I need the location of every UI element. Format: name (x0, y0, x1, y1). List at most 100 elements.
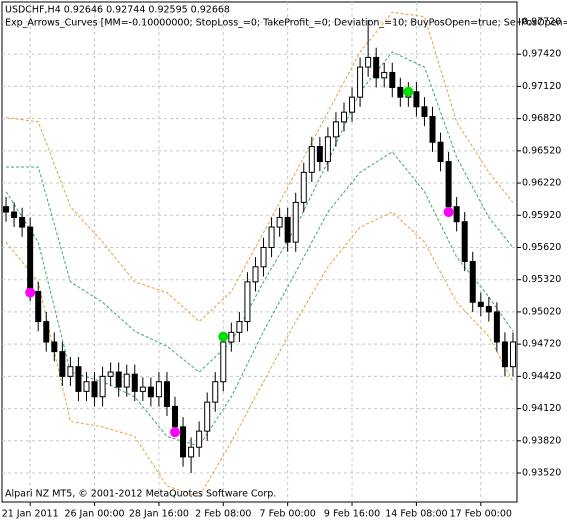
y-tick-label: 0.94120 (522, 403, 561, 414)
candle-body (268, 226, 275, 248)
candle-body (276, 216, 283, 228)
candle-body (139, 386, 146, 392)
band-line (5, 151, 514, 447)
grid (2, 2, 517, 502)
y-tick-label: 0.93820 (522, 435, 561, 446)
candle-body (172, 405, 179, 428)
candle-body (196, 430, 203, 448)
candle-body (252, 266, 259, 283)
candle-body (115, 371, 122, 388)
candle-body (123, 373, 130, 388)
candle-body (284, 216, 291, 243)
x-tick-label: 17 Feb 00:00 (450, 509, 512, 520)
candle-body (220, 341, 227, 383)
candle-body (19, 216, 26, 228)
candle-body (308, 146, 315, 173)
candle-body (59, 351, 66, 377)
chart-title: USDCHF,H4 0.92646 0.92744 0.92595 0.9266… (5, 5, 230, 16)
y-tick-label: 0.95920 (522, 210, 561, 221)
candle-body (365, 56, 372, 68)
candle-body (147, 386, 154, 398)
candle-body (292, 201, 299, 243)
y-tick-label: 0.96220 (522, 178, 561, 189)
candle-body (155, 381, 162, 398)
signal-dot (25, 287, 36, 298)
x-tick-label: 14 Feb 08:00 (385, 509, 447, 520)
candle-body (99, 375, 106, 398)
candle-body (429, 115, 436, 143)
candle-body (357, 66, 364, 98)
candle-body (131, 373, 138, 392)
y-tick-label: 0.97420 (522, 49, 561, 60)
candle-body (413, 91, 420, 108)
candle-body (349, 96, 356, 113)
candle-body (469, 260, 476, 303)
y-tick-label: 0.94720 (522, 339, 561, 350)
candle-body (453, 206, 460, 223)
band-line (5, 211, 514, 498)
footer: Alpari NZ MT5, © 2001-2012 MetaQuotes So… (5, 489, 276, 500)
y-tick-label: 0.96520 (522, 145, 561, 156)
candle-body (485, 306, 492, 313)
y-tick-label: 0.95320 (522, 274, 561, 285)
candle-body (389, 71, 396, 88)
candle-body (43, 321, 50, 343)
x-tick-label: 9 Feb 16:00 (324, 509, 380, 520)
y-tick-label: 0.96820 (522, 113, 561, 124)
candle-body (445, 161, 452, 208)
band-line (5, 11, 514, 323)
candle-body (3, 206, 10, 213)
y-tick-label: 0.97120 (522, 81, 561, 92)
signal-dot (218, 331, 229, 342)
candle-body (35, 291, 42, 323)
candle-body (437, 141, 444, 163)
candle-body (501, 341, 508, 368)
candle-body (163, 381, 170, 407)
x-tick-label: 2 Feb 08:00 (195, 509, 251, 520)
candle-body (188, 446, 195, 458)
y-tick-label: 0.95020 (522, 306, 561, 317)
y-tick-label: 0.95620 (522, 242, 561, 253)
x-tick-label: 28 Jan 16:00 (129, 509, 189, 520)
candle-body (509, 341, 516, 368)
candle-body (180, 426, 187, 458)
marks (3, 11, 516, 498)
candle-body (421, 106, 428, 117)
candle-body (373, 56, 380, 79)
signal-dot (443, 207, 454, 218)
x-tick-label: 21 Jan 2011 (2, 509, 59, 520)
candle-body (51, 341, 58, 353)
candle-body (11, 211, 18, 218)
candle-body (324, 136, 331, 163)
candle-body (477, 301, 484, 308)
x-tick-label: 26 Jan 00:00 (64, 509, 124, 520)
candle-body (332, 121, 339, 138)
y-tick-label: 0.93520 (522, 468, 561, 479)
candle-body (67, 366, 74, 377)
candle-body (300, 171, 307, 203)
candle-body (236, 321, 243, 333)
candle-body (91, 381, 98, 398)
candle-body (260, 246, 267, 268)
band-line (6, 51, 514, 373)
candle-body (107, 371, 114, 377)
candle-body (228, 331, 235, 343)
candle-body (212, 381, 219, 403)
candle-body (381, 71, 388, 79)
signal-dot (403, 86, 414, 97)
candle-body (204, 401, 211, 432)
y-tick-label: 0.97720 (522, 16, 561, 27)
y-tick-label: 0.94420 (522, 371, 561, 382)
signal-dot (170, 427, 181, 438)
candle-body (83, 381, 90, 392)
candle-body (340, 111, 347, 123)
chart-subtitle: Exp_Arrows_Curves [MM=-0.10000000; StopL… (5, 18, 567, 29)
candle-body (75, 366, 82, 392)
candle-body (244, 281, 251, 323)
candle-body (461, 221, 468, 262)
plot-frame (1, 1, 518, 503)
candle-body (397, 86, 404, 98)
candle-body (316, 146, 323, 163)
candle-body (27, 226, 34, 293)
